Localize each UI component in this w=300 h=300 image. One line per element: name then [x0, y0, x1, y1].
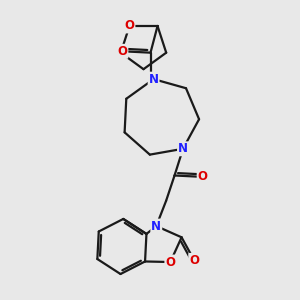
Text: O: O [124, 20, 134, 32]
Text: O: O [165, 256, 175, 268]
Text: N: N [148, 73, 159, 85]
Text: N: N [151, 220, 161, 232]
Text: O: O [198, 170, 208, 183]
Text: O: O [117, 45, 128, 58]
Text: N: N [178, 142, 188, 155]
Text: O: O [189, 254, 199, 267]
